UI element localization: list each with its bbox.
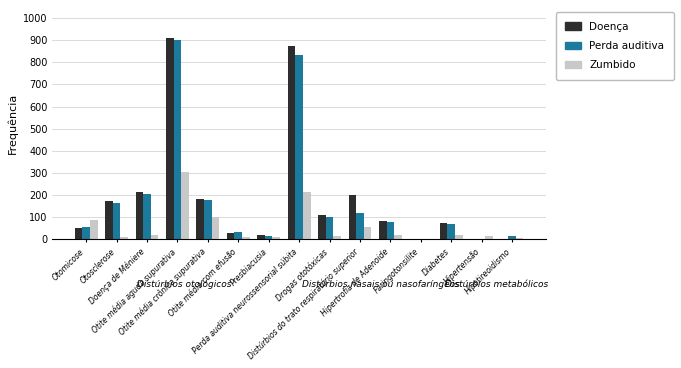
Bar (272, 237, 280, 240)
Bar (394, 235, 402, 240)
Bar (90, 220, 97, 240)
Bar (387, 222, 394, 240)
Bar (318, 215, 326, 240)
Bar (326, 217, 333, 240)
Bar (364, 227, 371, 240)
Bar (516, 238, 524, 240)
Bar (234, 232, 242, 240)
Bar (143, 194, 151, 240)
Bar (303, 192, 311, 240)
Bar (151, 235, 159, 240)
Bar (287, 46, 296, 240)
Bar (257, 235, 265, 240)
Bar (508, 236, 516, 240)
Text: Distúrbios otológicos: Distúrbios otológicos (137, 280, 232, 289)
Bar (486, 236, 493, 240)
Bar (349, 195, 356, 240)
Bar (212, 217, 219, 240)
Bar (82, 227, 90, 240)
Bar (296, 54, 303, 240)
Text: Distúrbios metabólicos: Distúrbios metabólicos (445, 280, 548, 289)
Bar (227, 233, 234, 240)
Y-axis label: Frequência: Frequência (7, 93, 18, 154)
Bar (121, 237, 128, 240)
Bar (113, 203, 121, 240)
Bar (333, 236, 341, 240)
Bar (242, 237, 250, 240)
Bar (265, 236, 272, 240)
Bar (379, 221, 387, 240)
Legend: Doença, Perda auditiva, Zumbido: Doença, Perda auditiva, Zumbido (556, 12, 674, 79)
Bar (356, 213, 364, 240)
Bar (204, 199, 212, 240)
Bar (455, 235, 462, 240)
Bar (447, 224, 455, 240)
Bar (105, 201, 113, 240)
Bar (440, 223, 447, 240)
Bar (75, 229, 82, 240)
Bar (166, 38, 174, 240)
Bar (174, 40, 181, 240)
Bar (181, 172, 189, 240)
Text: Distúrbios nasais ou nasofaríngeos: Distúrbios nasais ou nasofaríngeos (302, 280, 460, 289)
Bar (196, 198, 204, 240)
Bar (136, 192, 143, 240)
